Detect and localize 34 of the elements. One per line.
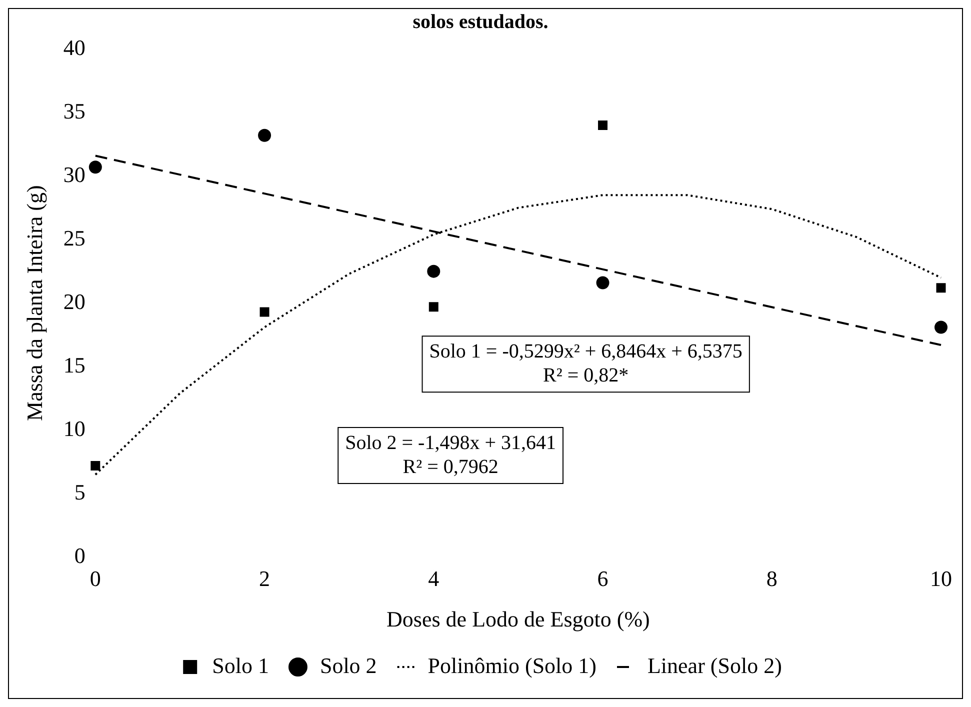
point: [427, 264, 440, 278]
x-tick-label: 10: [930, 566, 952, 592]
point: [90, 460, 100, 470]
y-tick-label: 20: [63, 288, 86, 314]
y-tick-label: 10: [63, 416, 86, 441]
annotation: Solo 2 = -1,498x + 31,641 R² = 0,7962: [345, 432, 556, 478]
point: [428, 302, 438, 312]
y-tick-label: 15: [63, 352, 86, 378]
x-tick-label: 2: [259, 566, 270, 592]
y-tick-label: 5: [74, 479, 86, 504]
point: [88, 160, 102, 174]
annotation: Solo 1 = -0,5299x² + 6,8464x + 6,5375 R² = 0,82*: [429, 340, 742, 386]
chart-title: solos estudados.: [412, 11, 548, 34]
y-tick-label: 30: [63, 162, 86, 187]
y-axis-title: Massa da planta Inteira (g): [22, 185, 47, 421]
legend-label: Solo 1: [212, 652, 269, 678]
x-axis-title: Doses de Lodo de Esgoto (%): [386, 606, 650, 632]
point: [936, 283, 946, 293]
point: [598, 120, 608, 130]
point: [258, 128, 272, 142]
legend-label: Linear (Solo 2): [647, 652, 782, 678]
x-tick-label: 0: [90, 566, 101, 592]
point: [934, 320, 948, 334]
legend-label: Solo 2: [320, 652, 377, 678]
y-tick-label: 35: [63, 98, 86, 124]
y-tick-label: 25: [63, 225, 86, 250]
legend-label: Polinômio (Solo 1): [428, 652, 596, 678]
x-tick-label: 4: [428, 566, 440, 592]
x-tick-label: 8: [766, 566, 778, 592]
point: [596, 276, 610, 290]
x-tick-label: 6: [597, 566, 608, 592]
y-tick-label: 0: [74, 542, 86, 568]
point: [260, 307, 270, 317]
y-tick-label: 40: [63, 34, 86, 60]
